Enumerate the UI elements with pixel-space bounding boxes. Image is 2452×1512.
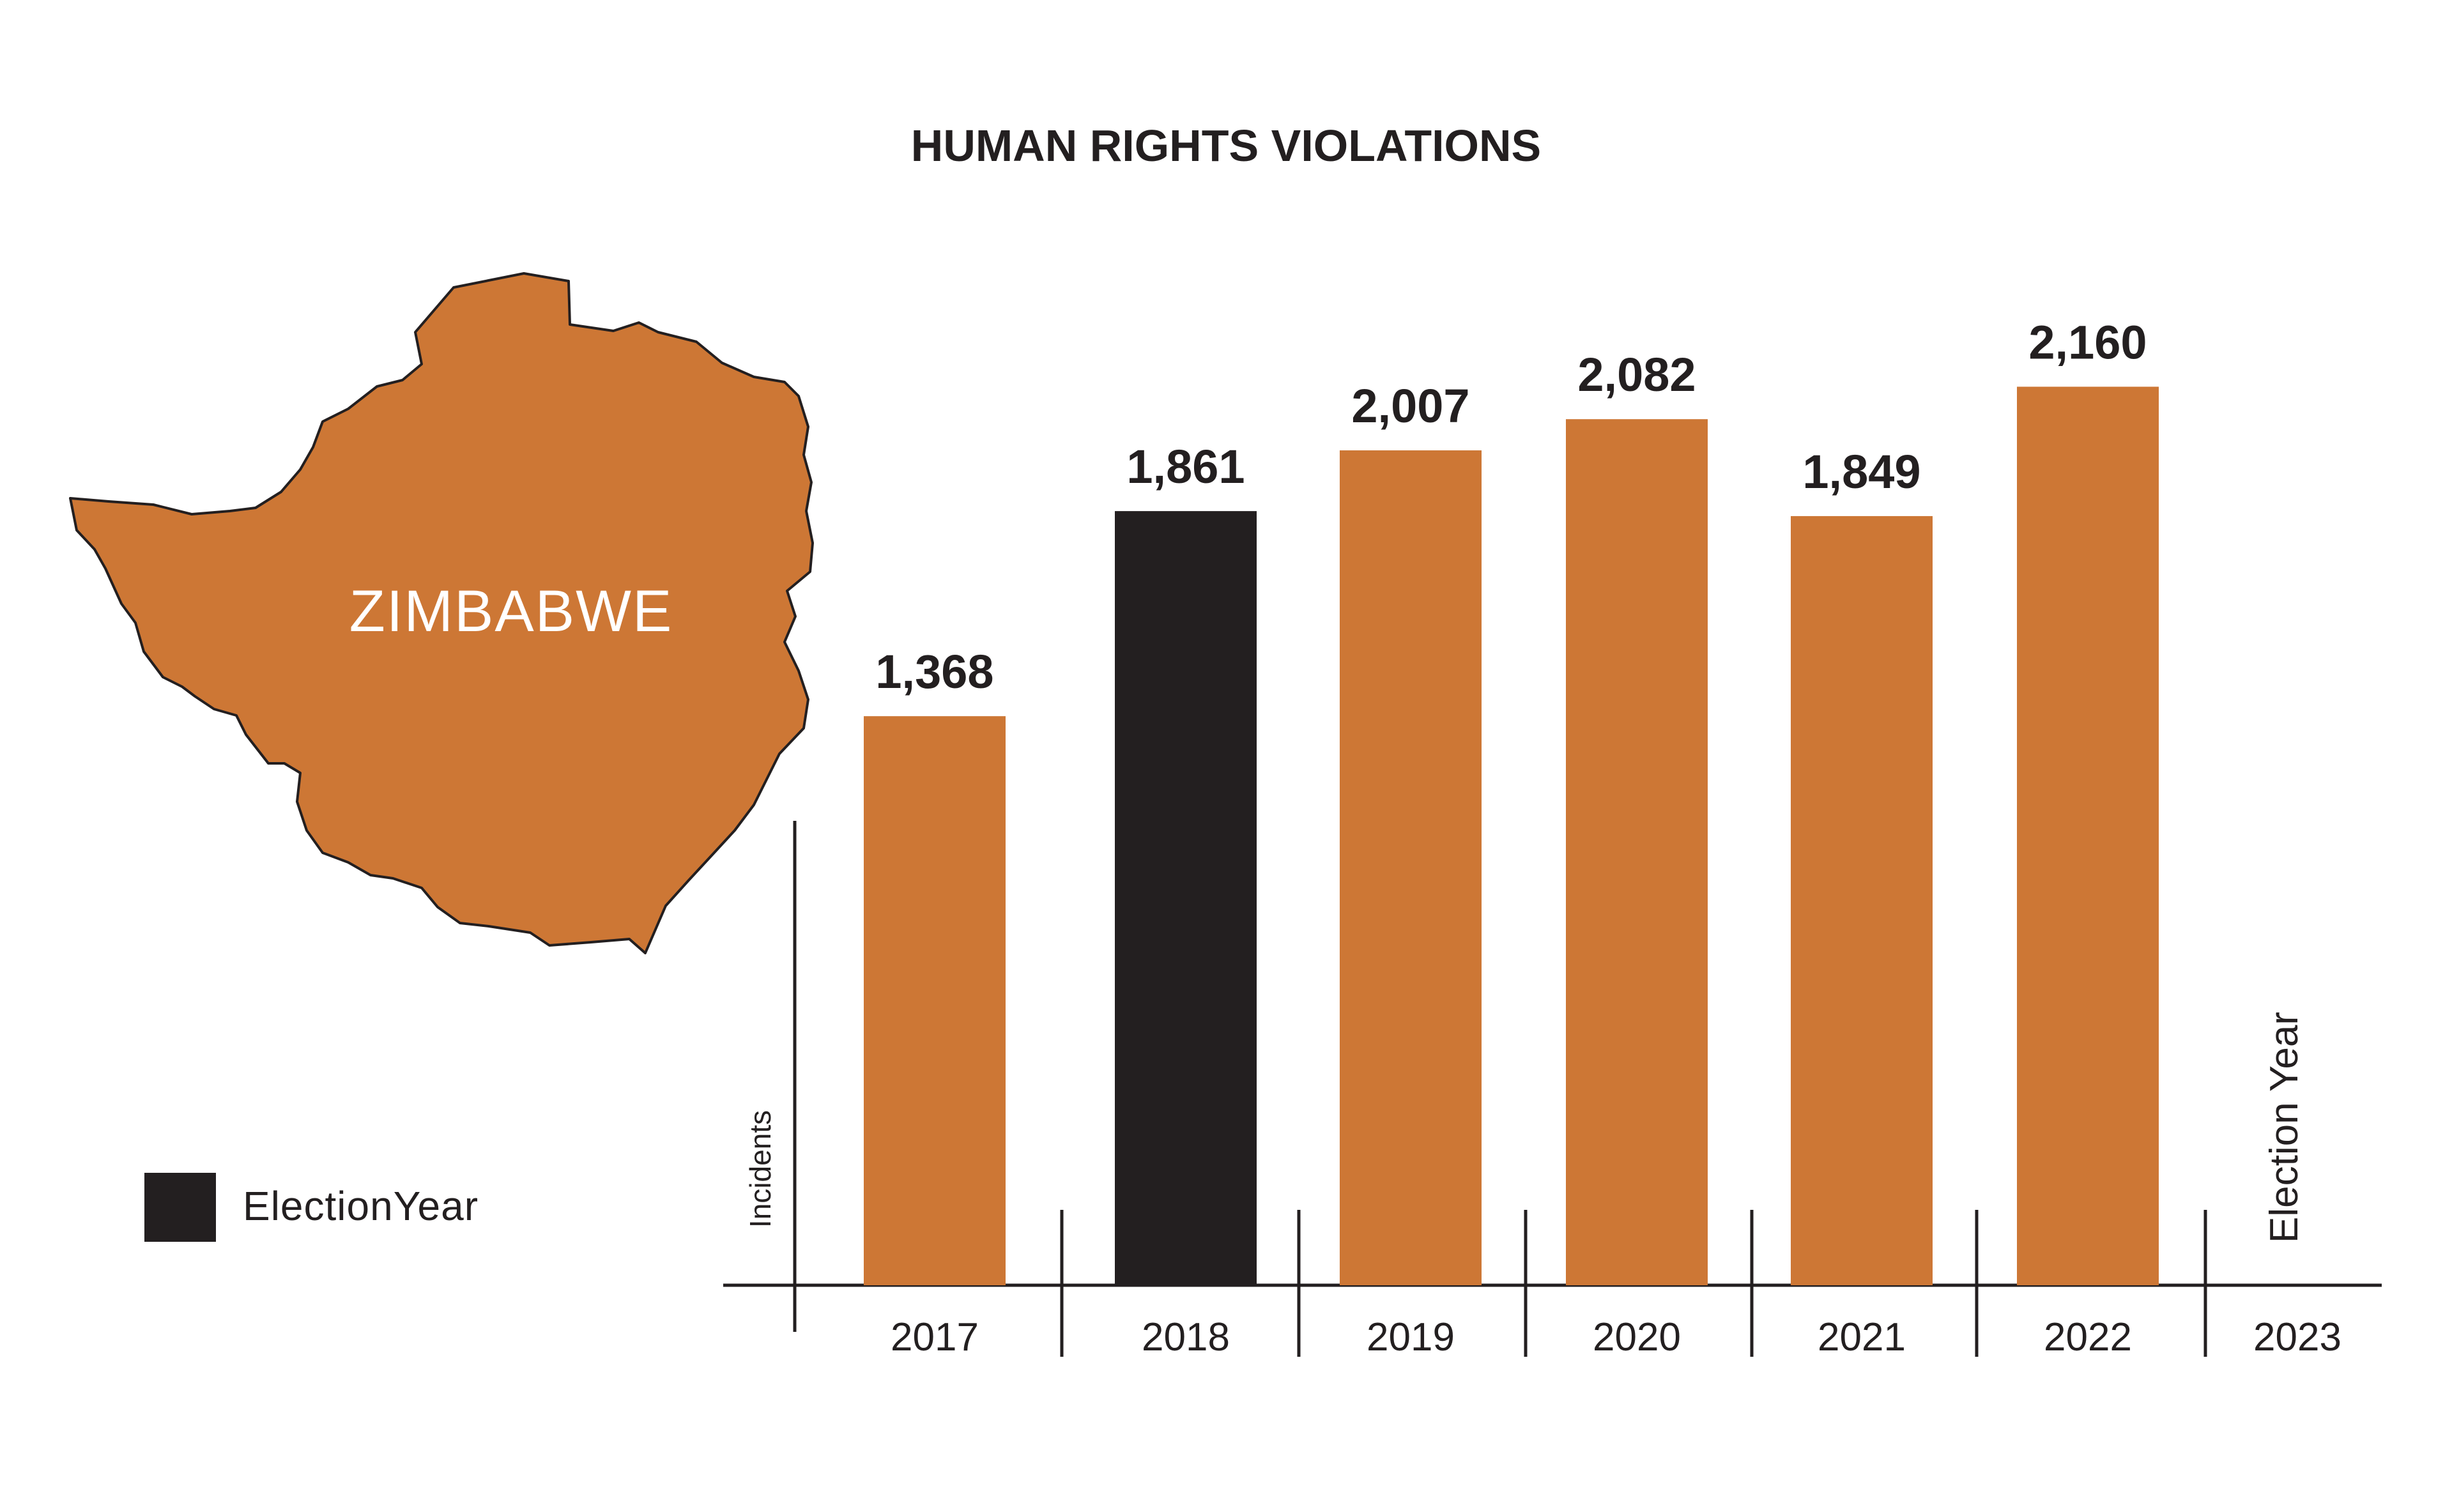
x-tick-2023: 2023	[2253, 1315, 2341, 1359]
bar-2017	[864, 716, 1006, 1285]
x-tick-2020: 2020	[1593, 1315, 1681, 1359]
legend-swatch	[144, 1173, 216, 1242]
chart-title: HUMAN RIGHTS VIOLATIONS	[911, 121, 1541, 171]
x-tick-2017: 2017	[891, 1315, 979, 1359]
bar-2019	[1340, 450, 1482, 1285]
value-label-2019: 2,007	[1351, 379, 1469, 432]
x-tick-2021: 2021	[1818, 1315, 1906, 1359]
bar-2018	[1115, 511, 1257, 1285]
map-group: ZIMBABWE	[69, 272, 814, 954]
bars	[864, 386, 2159, 1286]
x-tick-2018: 2018	[1142, 1315, 1230, 1359]
zimbabwe-map-icon	[69, 272, 814, 954]
election-year-annotation: Election Year	[2262, 1012, 2306, 1243]
y-axis-label: Incidents	[744, 1110, 777, 1228]
x-tick-labels: 2017 2018 2019 2020 2021 2022 2023	[891, 1315, 2341, 1359]
legend: ElectionYear	[144, 1173, 479, 1242]
category-separators	[1060, 1210, 2207, 1357]
bar-2022	[2017, 386, 2159, 1286]
value-labels: 1,368 1,861 2,007 2,082 1,849 2,160	[875, 316, 2147, 698]
x-tick-2019: 2019	[1367, 1315, 1455, 1359]
value-label-2018: 1,861	[1126, 440, 1245, 493]
bar-2021	[1791, 515, 1933, 1286]
value-label-2022: 2,160	[2028, 316, 2147, 369]
map-country-label: ZIMBABWE	[349, 579, 673, 644]
value-label-2017: 1,368	[875, 645, 993, 698]
bar-2020	[1566, 419, 1708, 1285]
legend-label: ElectionYear	[243, 1183, 479, 1229]
value-label-2021: 1,849	[1802, 445, 1920, 498]
value-label-2020: 2,082	[1577, 348, 1696, 401]
x-tick-2022: 2022	[2044, 1315, 2132, 1359]
